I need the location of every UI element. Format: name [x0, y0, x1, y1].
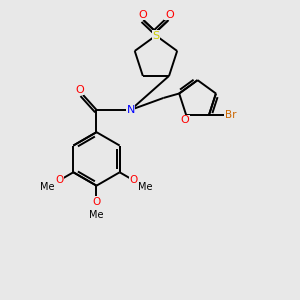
- Text: S: S: [152, 31, 160, 40]
- Text: Br: Br: [225, 110, 236, 120]
- Text: O: O: [55, 176, 63, 185]
- Text: O: O: [130, 176, 138, 185]
- Text: O: O: [180, 116, 189, 125]
- Text: Me: Me: [40, 182, 55, 192]
- Text: O: O: [92, 197, 101, 207]
- Text: O: O: [75, 85, 84, 95]
- Text: N: N: [127, 105, 135, 115]
- Text: Me: Me: [138, 182, 153, 192]
- Text: O: O: [138, 10, 147, 20]
- Text: O: O: [165, 10, 174, 20]
- Text: Me: Me: [89, 210, 104, 220]
